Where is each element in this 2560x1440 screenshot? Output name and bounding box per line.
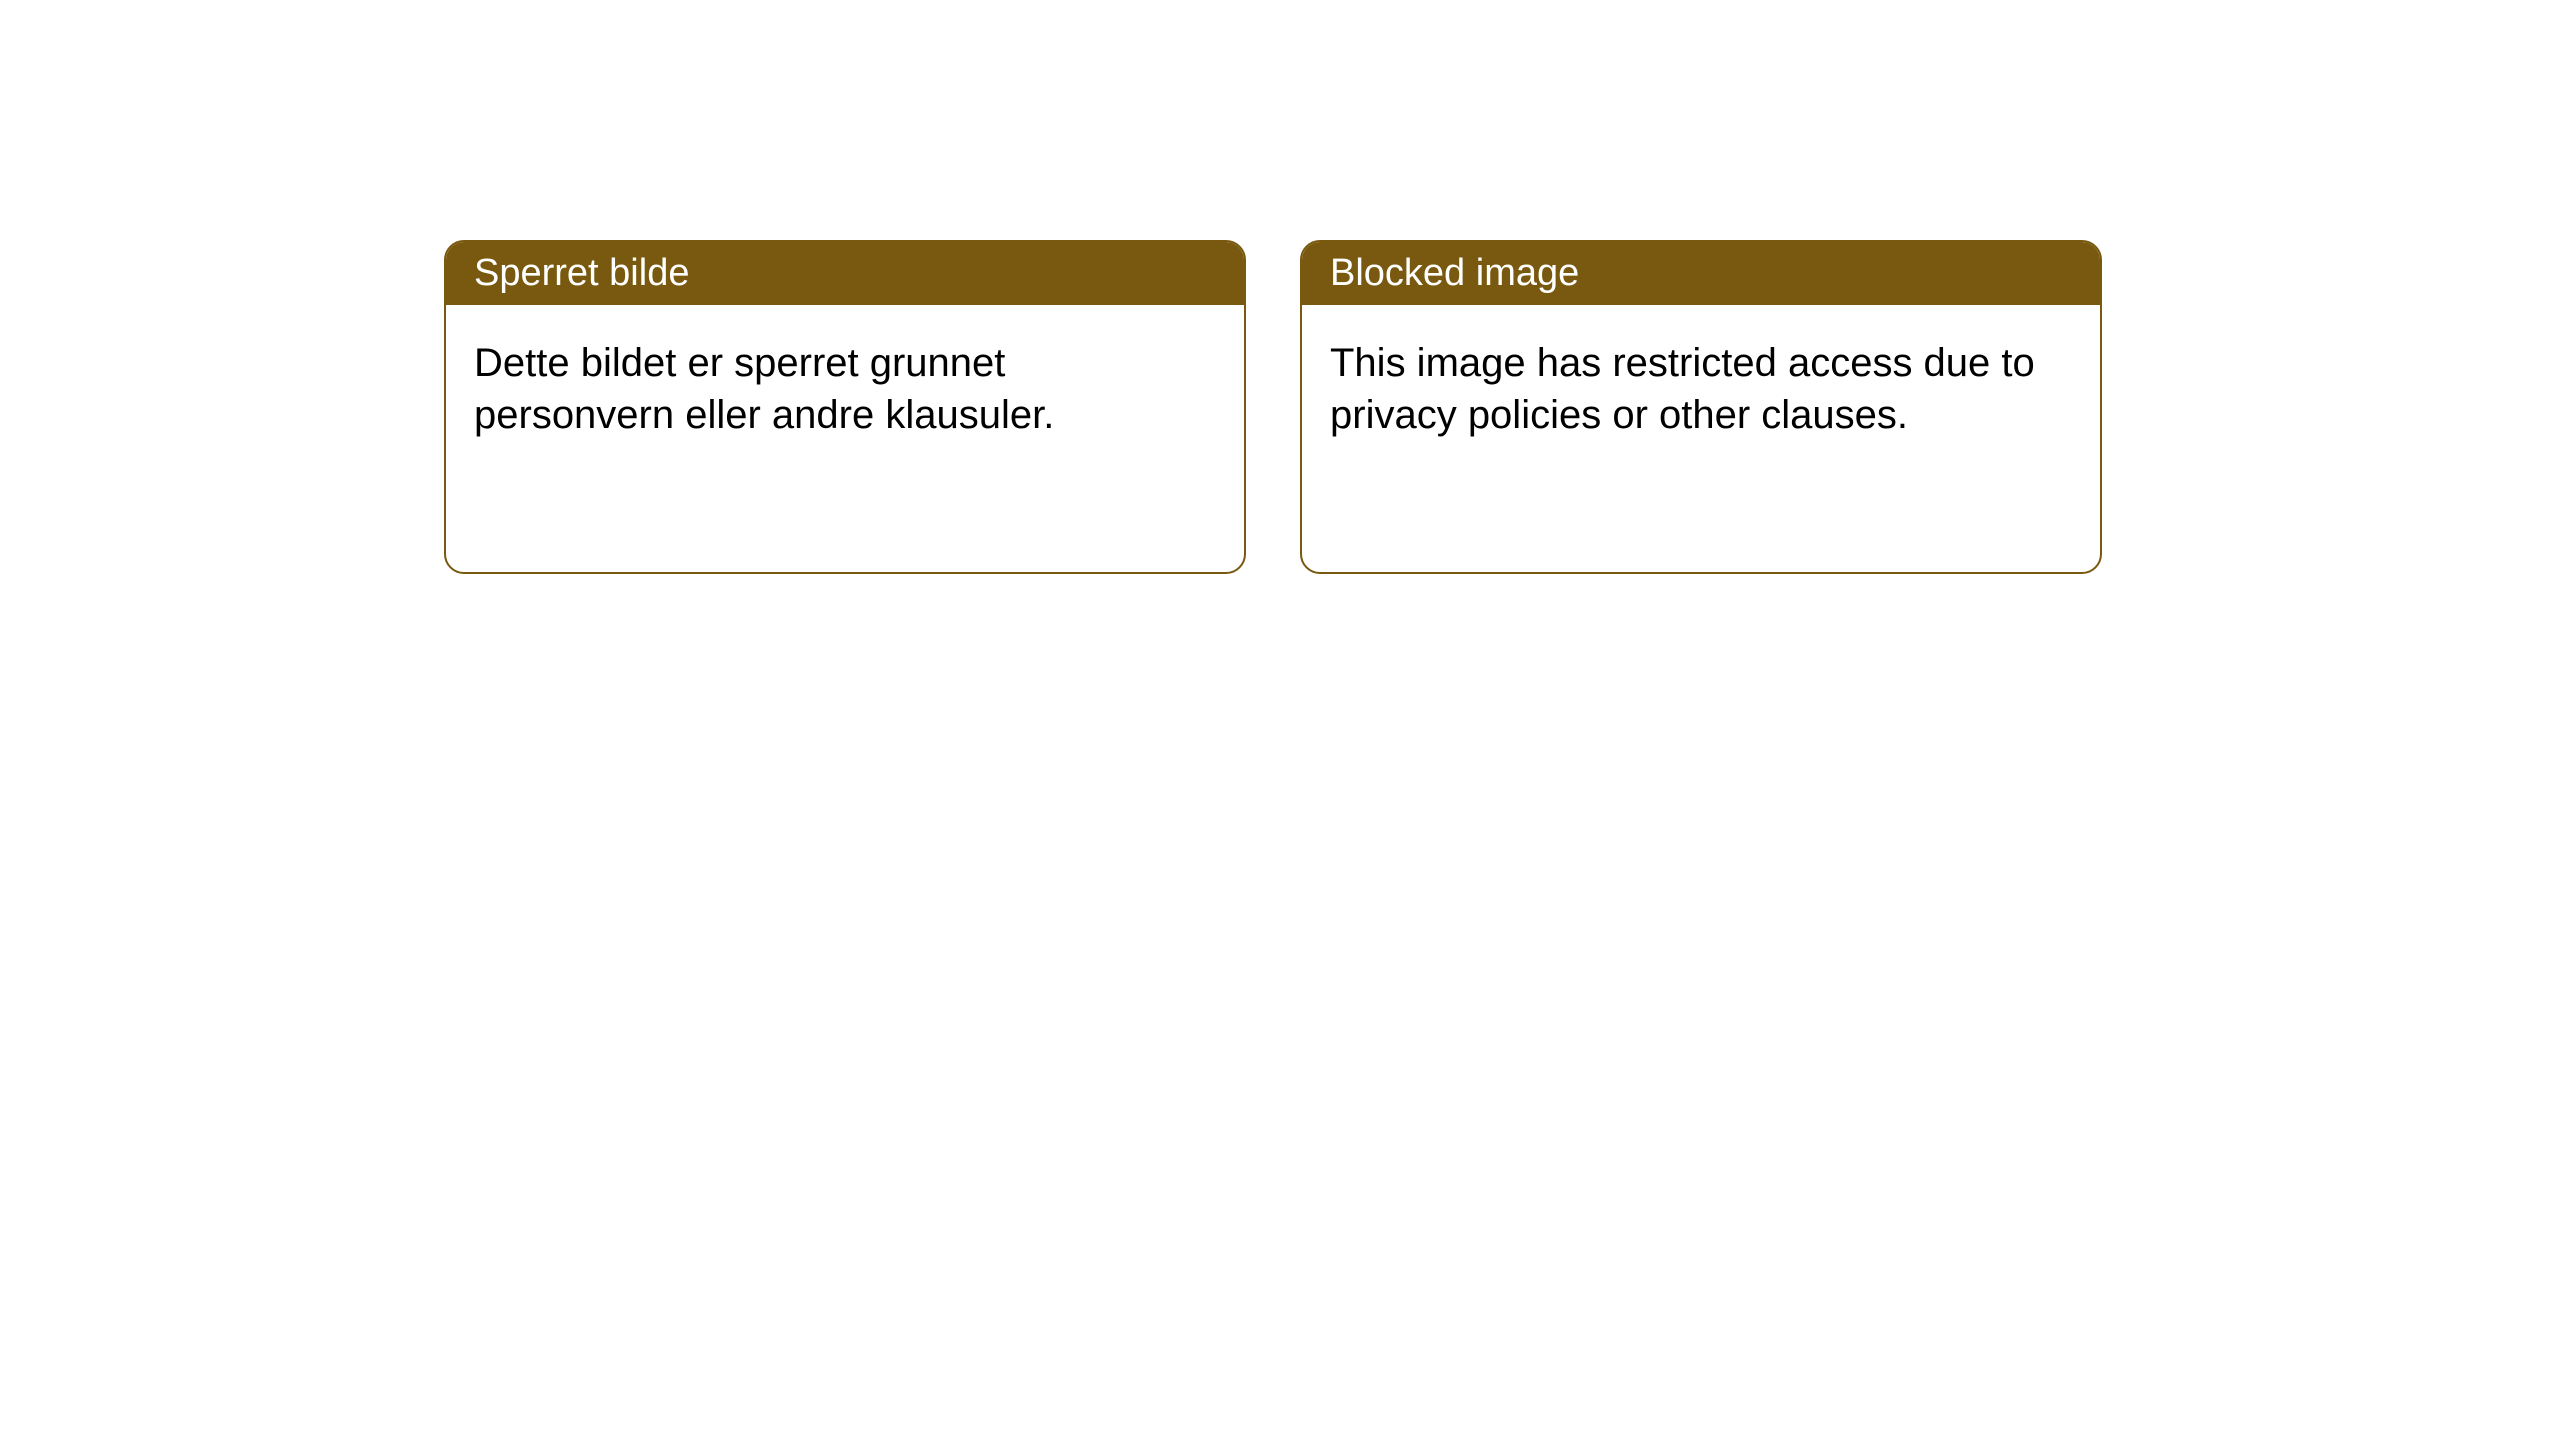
notice-card-norwegian: Sperret bilde Dette bildet er sperret gr… bbox=[444, 240, 1246, 574]
notice-card-english: Blocked image This image has restricted … bbox=[1300, 240, 2102, 574]
notice-body: This image has restricted access due to … bbox=[1302, 305, 2100, 473]
notice-header: Blocked image bbox=[1302, 242, 2100, 305]
notice-body: Dette bildet er sperret grunnet personve… bbox=[446, 305, 1244, 473]
notice-header: Sperret bilde bbox=[446, 242, 1244, 305]
notices-container: Sperret bilde Dette bildet er sperret gr… bbox=[0, 0, 2560, 574]
